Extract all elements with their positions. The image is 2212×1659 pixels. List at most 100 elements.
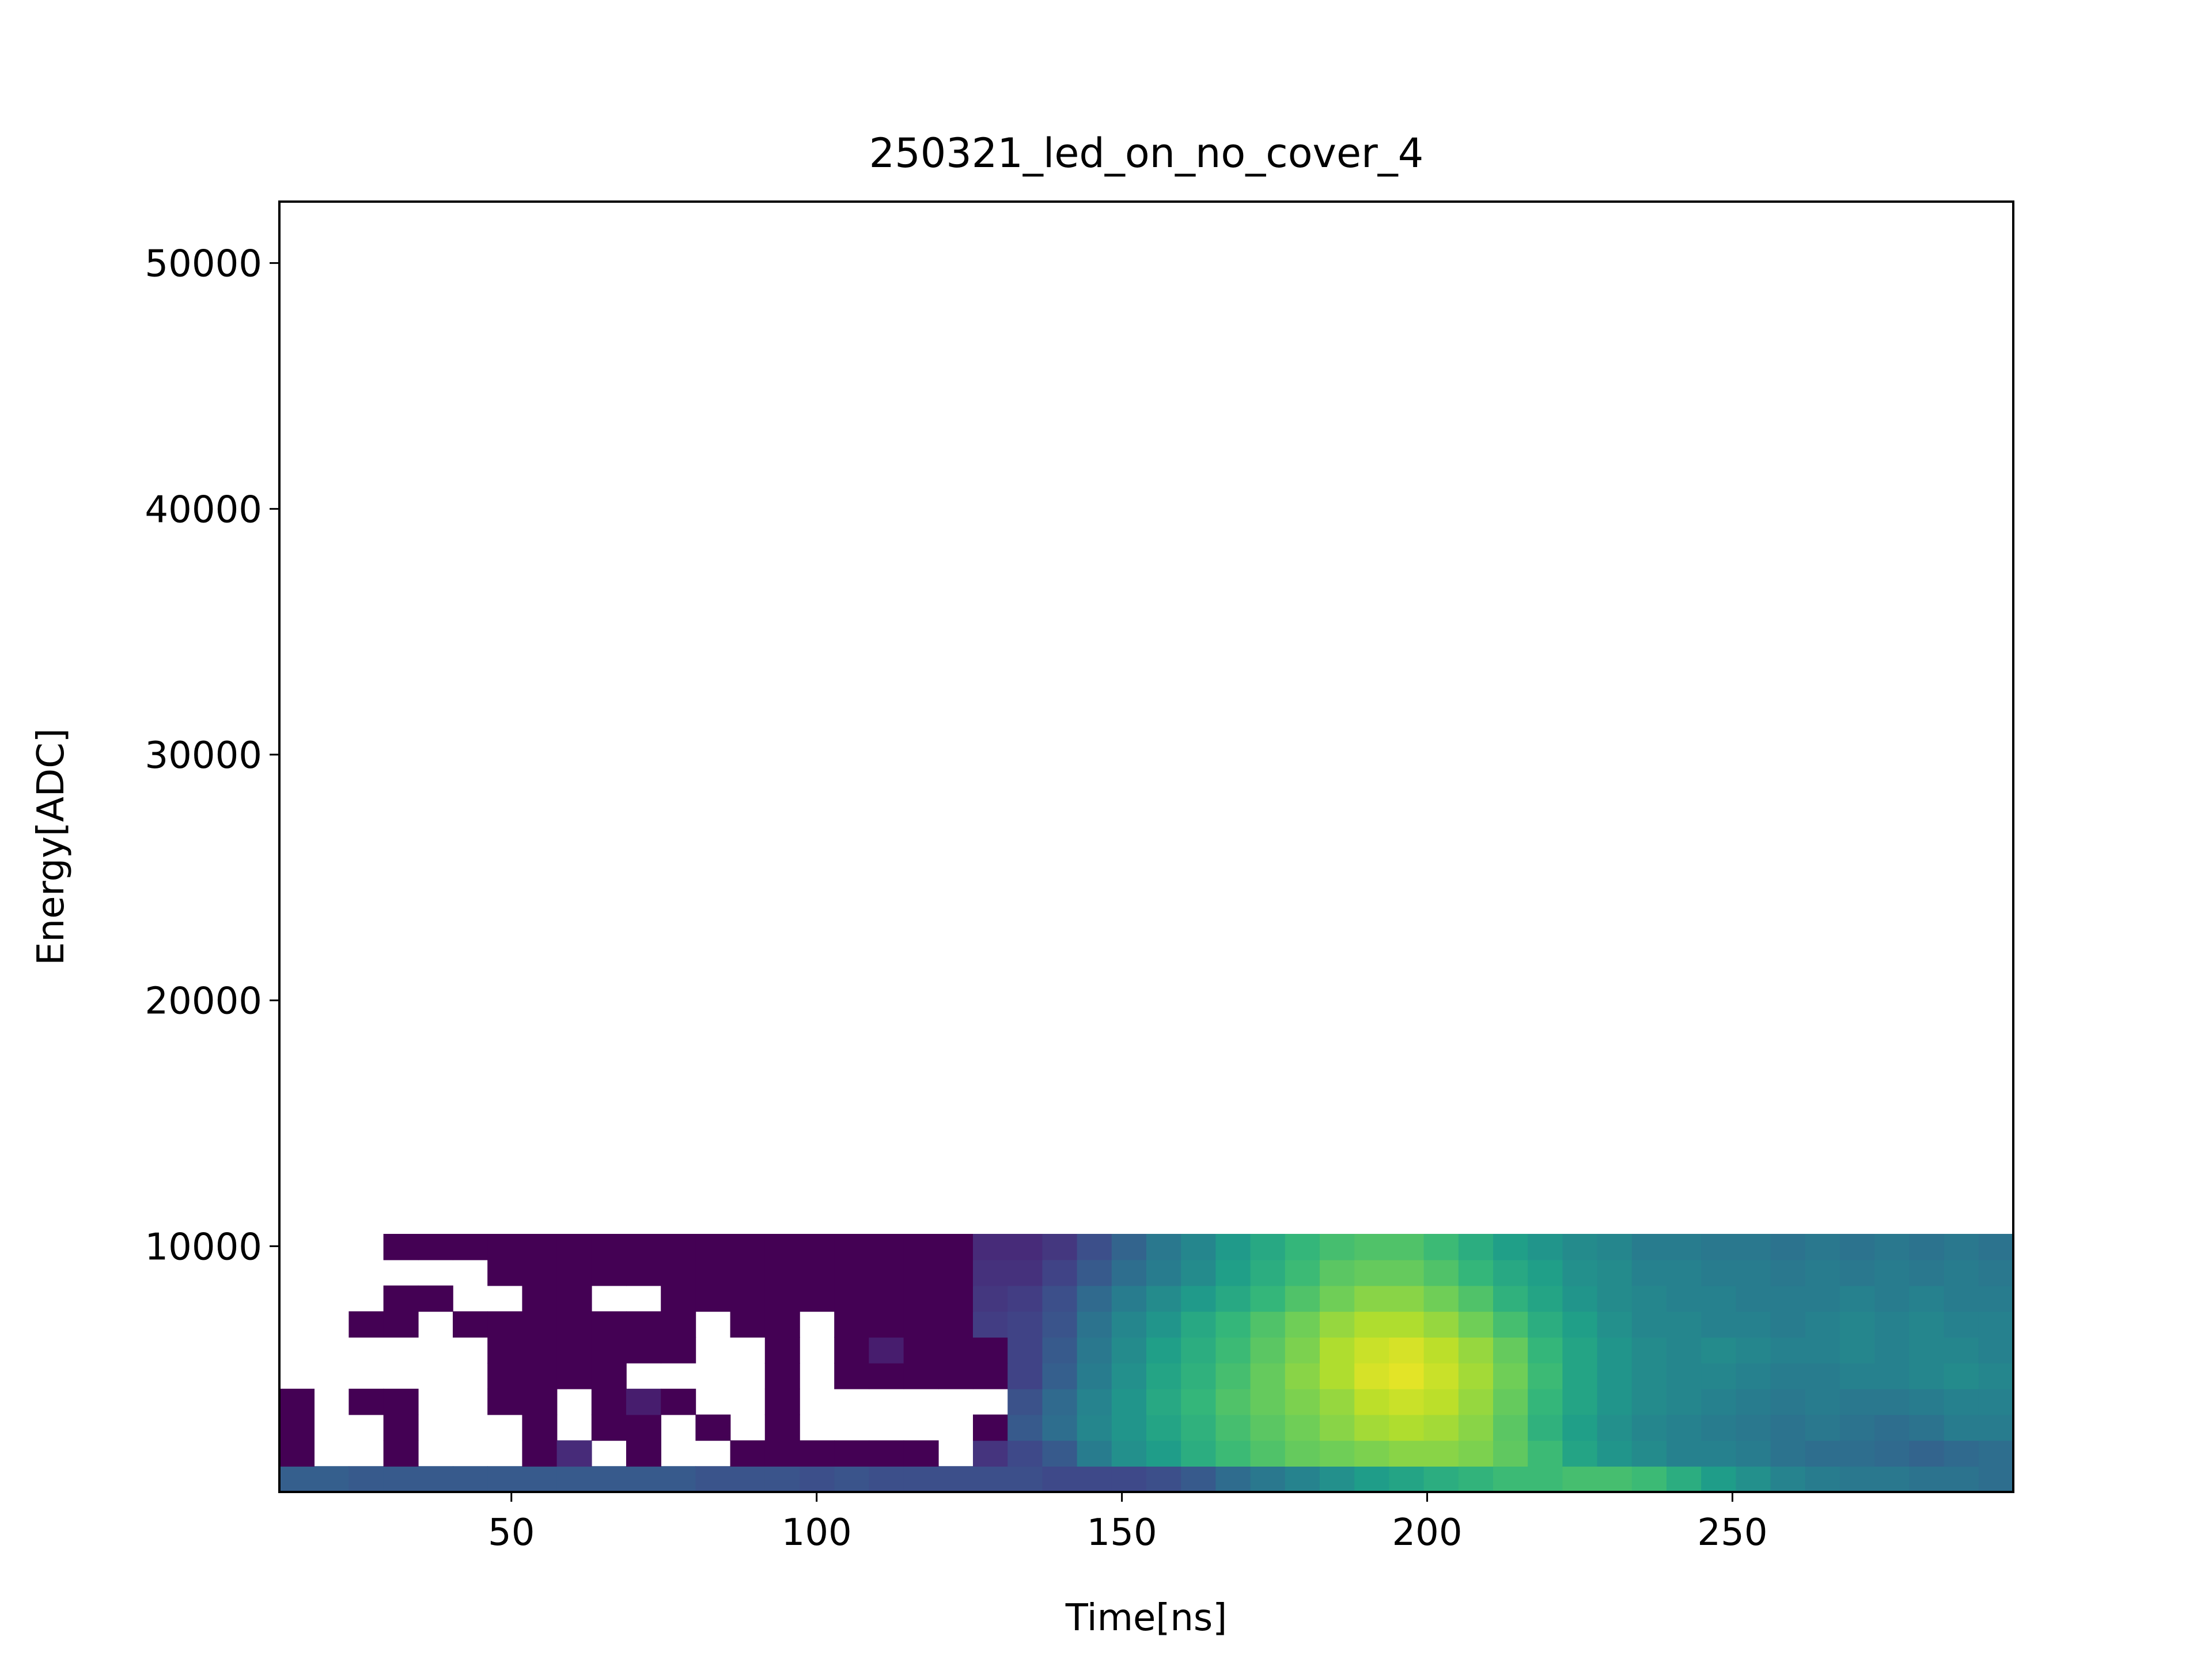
heatmap-cell bbox=[1805, 1311, 1840, 1338]
heatmap-cell bbox=[1146, 1440, 1181, 1467]
heatmap-cell bbox=[1389, 1259, 1425, 1286]
heatmap-cell bbox=[1181, 1466, 1217, 1493]
x-tick-label: 150 bbox=[1087, 1512, 1157, 1554]
heatmap-cell bbox=[383, 1388, 419, 1415]
heatmap-cell bbox=[1181, 1234, 1217, 1260]
heatmap-cell bbox=[1840, 1388, 1875, 1415]
heatmap-cell bbox=[1528, 1259, 1563, 1286]
x-tick-label: 250 bbox=[1697, 1512, 1767, 1554]
heatmap-cell bbox=[1701, 1259, 1737, 1286]
heatmap-cell bbox=[1631, 1466, 1667, 1493]
heatmap-cell bbox=[349, 1466, 384, 1493]
heatmap-cell bbox=[1215, 1414, 1251, 1441]
heatmap-cell bbox=[383, 1414, 419, 1441]
heatmap-cell bbox=[591, 1311, 627, 1338]
heatmap-cell bbox=[764, 1466, 800, 1493]
heatmap-cell bbox=[1077, 1363, 1112, 1389]
heatmap-cell bbox=[1528, 1388, 1563, 1415]
heatmap-cell bbox=[1181, 1414, 1217, 1441]
heatmap-cell bbox=[1389, 1466, 1425, 1493]
heatmap-cell bbox=[1528, 1311, 1563, 1338]
heatmap-cell bbox=[1354, 1311, 1390, 1338]
heatmap-cell bbox=[1840, 1466, 1875, 1493]
heatmap-cell bbox=[1805, 1363, 1840, 1389]
y-tick-label: 30000 bbox=[145, 734, 262, 777]
heatmap-cell bbox=[1111, 1414, 1147, 1441]
heatmap-cell bbox=[1215, 1337, 1251, 1363]
heatmap-cell bbox=[522, 1388, 558, 1415]
heatmap-cell bbox=[487, 1466, 523, 1493]
heatmap-cell bbox=[1181, 1388, 1217, 1415]
heatmap-cell bbox=[1944, 1285, 1979, 1312]
heatmap-cell bbox=[1840, 1285, 1875, 1312]
heatmap-cell bbox=[1423, 1285, 1459, 1312]
heatmap-cell bbox=[1805, 1440, 1840, 1467]
heatmap-cell bbox=[1250, 1440, 1286, 1467]
heatmap-cell bbox=[764, 1363, 800, 1389]
heatmap-cell bbox=[453, 1466, 488, 1493]
heatmap-cell bbox=[1562, 1311, 1598, 1338]
heatmap-cell bbox=[1215, 1311, 1251, 1338]
heatmap-cell bbox=[1250, 1337, 1286, 1363]
heatmap-cell bbox=[487, 1311, 523, 1338]
heatmap-cell bbox=[869, 1440, 904, 1467]
heatmap-cell bbox=[1770, 1414, 1806, 1441]
heatmap-cell bbox=[1458, 1259, 1494, 1286]
heatmap-cell bbox=[1909, 1440, 1945, 1467]
heatmap-cell bbox=[556, 1440, 592, 1467]
heatmap-cell bbox=[869, 1363, 904, 1389]
heatmap-cell bbox=[1389, 1337, 1425, 1363]
heatmap-cell bbox=[903, 1440, 939, 1467]
heatmap-cell bbox=[1250, 1466, 1286, 1493]
heatmap-cell bbox=[1631, 1234, 1667, 1260]
heatmap-cell bbox=[1528, 1414, 1563, 1441]
heatmap-cell bbox=[556, 1311, 592, 1338]
heatmap-cell bbox=[661, 1388, 696, 1415]
heatmap-cell bbox=[453, 1234, 488, 1260]
heatmap-cell bbox=[1389, 1388, 1425, 1415]
heatmap-cell bbox=[1354, 1363, 1390, 1389]
heatmap-cell bbox=[695, 1285, 731, 1312]
heatmap-cell bbox=[1666, 1311, 1702, 1338]
heatmap-cell bbox=[1042, 1234, 1078, 1260]
heatmap-cell bbox=[1770, 1311, 1806, 1338]
heatmap-cell bbox=[626, 1414, 661, 1441]
heatmap-cell bbox=[973, 1337, 1008, 1363]
heatmap-cell bbox=[1528, 1285, 1563, 1312]
heatmap-cell bbox=[1597, 1466, 1633, 1493]
heatmap-cell bbox=[1285, 1311, 1320, 1338]
heatmap-cell bbox=[973, 1466, 1008, 1493]
heatmap-cell bbox=[869, 1234, 904, 1260]
heatmap-cell bbox=[1250, 1388, 1286, 1415]
heatmap-cell bbox=[730, 1311, 766, 1338]
heatmap-cell bbox=[1146, 1311, 1181, 1338]
heatmap-cell bbox=[1493, 1363, 1528, 1389]
heatmap-cell bbox=[764, 1311, 800, 1338]
heatmap-cell bbox=[938, 1337, 974, 1363]
heatmap-cell bbox=[1528, 1337, 1563, 1363]
heatmap-cell bbox=[1111, 1259, 1147, 1286]
heatmap-cell bbox=[800, 1440, 835, 1467]
heatmap-cell bbox=[1320, 1388, 1355, 1415]
heatmap-cell bbox=[1978, 1311, 2014, 1338]
heatmap-cell bbox=[1354, 1466, 1390, 1493]
heatmap-cell bbox=[973, 1440, 1008, 1467]
heatmap-cell bbox=[800, 1466, 835, 1493]
heatmap-cell bbox=[1909, 1285, 1945, 1312]
heatmap-cell bbox=[1597, 1363, 1633, 1389]
heatmap-cell bbox=[834, 1311, 870, 1338]
heatmap-cell bbox=[1701, 1285, 1737, 1312]
plot-frame bbox=[278, 200, 2014, 1493]
heatmap-cell bbox=[1042, 1440, 1078, 1467]
heatmap-cell bbox=[383, 1234, 419, 1260]
heatmap-cell bbox=[903, 1285, 939, 1312]
heatmap-cell bbox=[1423, 1388, 1459, 1415]
heatmap-cell bbox=[522, 1285, 558, 1312]
heatmap-cell bbox=[1701, 1440, 1737, 1467]
heatmap-cell bbox=[1077, 1414, 1112, 1441]
heatmap-cell bbox=[1285, 1337, 1320, 1363]
heatmap-cell bbox=[1007, 1234, 1043, 1260]
heatmap-cell bbox=[1181, 1285, 1217, 1312]
heatmap-cell bbox=[1423, 1311, 1459, 1338]
heatmap-cell bbox=[1944, 1414, 1979, 1441]
